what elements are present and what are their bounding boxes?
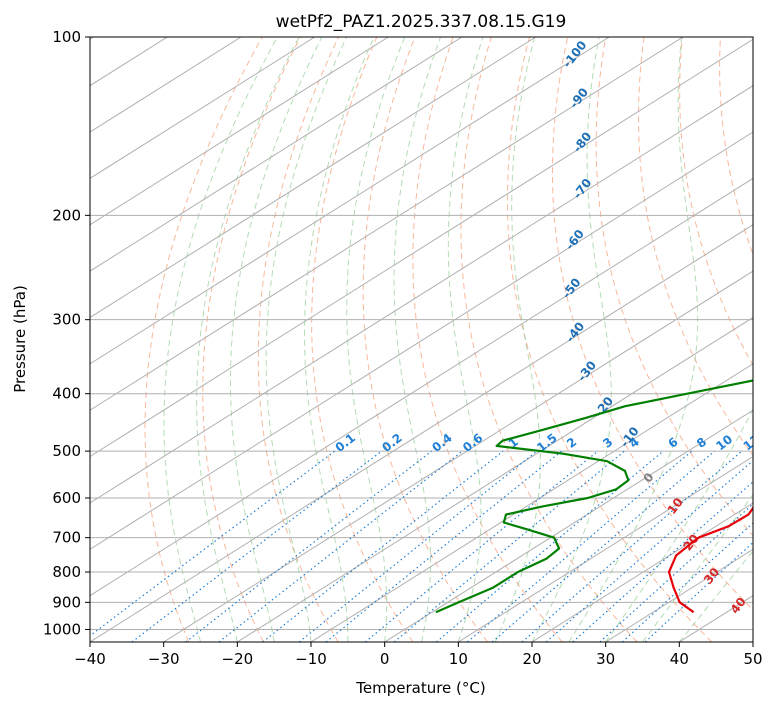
- x-tick-label: 20: [522, 650, 541, 668]
- chart-title: wetPf2_PAZ1.2025.337.08.15.G19: [276, 12, 567, 32]
- x-tick-label: −20: [222, 650, 254, 668]
- y-tick-label: 300: [52, 311, 81, 329]
- y-tick-label: 500: [52, 442, 81, 460]
- x-tick-label: 40: [670, 650, 689, 668]
- x-tick-label: 30: [596, 650, 615, 668]
- x-tick-label: 10: [449, 650, 468, 668]
- x-tick-label: −30: [148, 650, 180, 668]
- y-tick-label: 1000: [43, 620, 81, 638]
- x-tick-label: 0: [380, 650, 390, 668]
- y-tick-label: 800: [52, 563, 81, 581]
- x-axis-label: Temperature (°C): [355, 679, 485, 697]
- y-tick-label: 700: [52, 529, 81, 547]
- y-tick-label: 600: [52, 489, 81, 507]
- y-tick-label: 200: [52, 206, 81, 224]
- x-tick-label: 50: [743, 650, 762, 668]
- x-tick-label: −10: [295, 650, 327, 668]
- y-tick-label: 100: [52, 28, 81, 46]
- y-tick-label: 900: [52, 593, 81, 611]
- y-axis-label: Pressure (hPa): [11, 285, 29, 393]
- y-tick-label: 400: [52, 385, 81, 403]
- x-tick-label: −40: [74, 650, 106, 668]
